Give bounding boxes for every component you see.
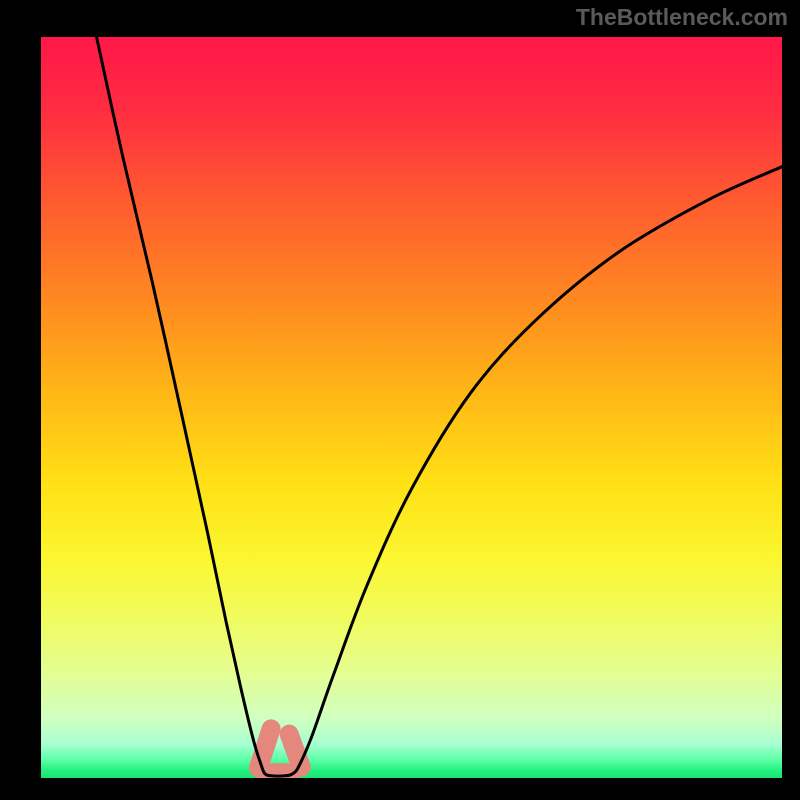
- watermark-text: TheBottleneck.com: [576, 4, 788, 31]
- plot-gradient-background: [41, 37, 782, 778]
- chart-root: TheBottleneck.com: [0, 0, 800, 800]
- bottleneck-chart: [0, 0, 800, 800]
